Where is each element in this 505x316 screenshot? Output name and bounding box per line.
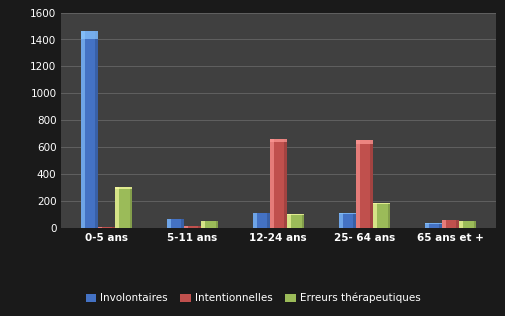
Bar: [355, 140, 359, 228]
Bar: [438, 223, 441, 228]
Bar: [183, 227, 188, 228]
Bar: [252, 213, 269, 228]
Bar: [301, 214, 304, 228]
Bar: [267, 213, 269, 228]
Bar: [97, 227, 102, 228]
Bar: [338, 213, 355, 228]
Bar: [338, 213, 355, 214]
Bar: [441, 220, 445, 228]
Bar: [181, 219, 183, 228]
Bar: [441, 220, 458, 228]
Bar: [80, 32, 97, 228]
Bar: [387, 204, 389, 228]
Legend: Involontaires, Intentionnelles, Erreurs thérapeutiques: Involontaires, Intentionnelles, Erreurs …: [81, 289, 424, 308]
Bar: [115, 187, 132, 189]
Bar: [200, 221, 205, 228]
Bar: [458, 221, 462, 228]
Bar: [97, 227, 115, 228]
Bar: [269, 139, 286, 143]
Bar: [355, 140, 372, 144]
Bar: [112, 227, 115, 228]
Bar: [215, 221, 218, 228]
Bar: [183, 227, 200, 228]
Bar: [284, 139, 286, 228]
Bar: [115, 187, 119, 228]
Bar: [269, 139, 286, 228]
Bar: [286, 214, 304, 228]
Bar: [252, 213, 257, 228]
Bar: [370, 140, 372, 228]
Bar: [115, 187, 132, 228]
Bar: [166, 219, 171, 228]
Bar: [473, 221, 475, 228]
Bar: [355, 140, 372, 228]
Bar: [198, 227, 200, 228]
Bar: [286, 214, 304, 215]
Bar: [166, 219, 183, 228]
Bar: [80, 32, 97, 39]
Bar: [424, 223, 441, 228]
Bar: [424, 223, 428, 228]
Bar: [129, 187, 132, 228]
Bar: [95, 32, 97, 228]
Bar: [458, 221, 475, 228]
Bar: [372, 204, 376, 228]
Bar: [456, 220, 458, 228]
Bar: [269, 139, 274, 228]
Bar: [372, 204, 389, 228]
Bar: [352, 213, 355, 228]
Bar: [338, 213, 342, 228]
Bar: [200, 221, 218, 228]
Bar: [80, 32, 85, 228]
Bar: [286, 214, 290, 228]
